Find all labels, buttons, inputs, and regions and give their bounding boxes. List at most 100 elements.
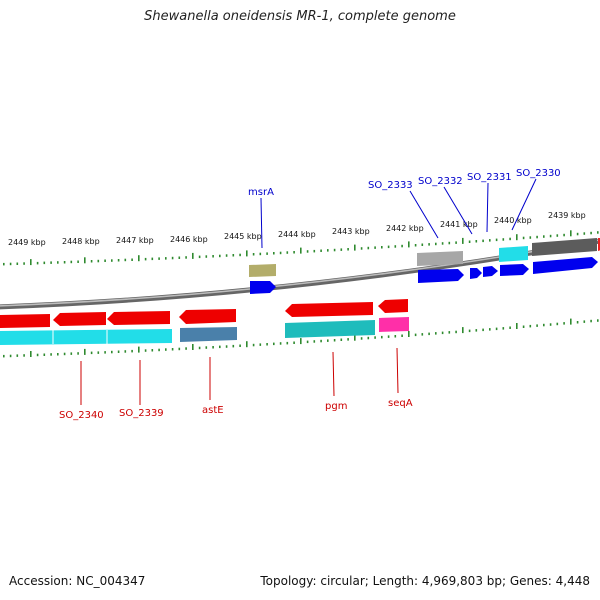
feature-teal[interactable]	[285, 320, 375, 338]
feature-SO_2339[interactable]	[107, 311, 170, 325]
feature-magenta[interactable]	[379, 317, 409, 332]
minor-tick	[360, 247, 363, 250]
feature-cyan[interactable]	[499, 246, 528, 262]
feature-SO_2340[interactable]	[53, 312, 106, 326]
minor-tick	[455, 241, 457, 244]
minor-tick	[252, 343, 255, 347]
gene-label-SO_2332[interactable]: SO_2332	[418, 176, 463, 187]
minor-tick	[367, 336, 370, 340]
scale-ticks-bottom	[3, 318, 599, 358]
gene-label-pgm[interactable]: pgm	[325, 401, 347, 412]
major-tick	[300, 247, 302, 254]
minor-tick	[171, 348, 174, 351]
minor-tick	[70, 352, 73, 355]
minor-tick	[50, 353, 52, 356]
minor-tick	[421, 333, 424, 336]
minor-tick	[70, 260, 73, 264]
minor-tick	[529, 236, 532, 239]
minor-tick	[468, 329, 471, 333]
minor-tick	[387, 245, 390, 249]
minor-tick	[225, 254, 228, 257]
minor-tick	[394, 335, 397, 338]
minor-tick	[239, 253, 241, 257]
major-tick	[246, 250, 248, 257]
minor-tick	[468, 240, 471, 243]
minor-tick	[441, 242, 444, 245]
reverse-features	[0, 299, 409, 345]
gene-label-astE[interactable]: astE	[202, 405, 224, 416]
forward-labels: msrA SO_2333 SO_2332 SO_2331 SO_2330	[248, 168, 561, 198]
scale-label: 2446 kbp	[170, 235, 208, 244]
scale-label: 2441 kbp	[440, 220, 478, 229]
minor-tick	[597, 319, 599, 322]
minor-tick	[178, 256, 181, 259]
feature-blue-long[interactable]	[533, 257, 598, 274]
minor-tick	[502, 327, 505, 330]
gene-label-msrA[interactable]: msrA	[248, 187, 274, 198]
gene-label-SO_2333[interactable]: SO_2333	[368, 180, 413, 191]
minor-tick	[590, 319, 592, 323]
minor-tick	[279, 342, 282, 345]
minor-tick	[273, 252, 275, 255]
gene-label-SO_2331[interactable]: SO_2331	[467, 172, 512, 183]
major-tick	[138, 255, 140, 262]
minor-tick	[455, 330, 457, 334]
minor-tick	[522, 236, 525, 240]
feature-seqA[interactable]	[378, 299, 408, 313]
minor-tick	[435, 242, 437, 246]
major-tick	[30, 259, 32, 266]
minor-tick	[111, 259, 113, 262]
gene-label-seqA[interactable]: seqA	[388, 398, 413, 409]
minor-tick	[482, 239, 484, 243]
feature-gray[interactable]	[417, 251, 463, 266]
minor-tick	[57, 261, 59, 264]
minor-tick	[36, 261, 39, 265]
minor-tick	[23, 262, 25, 265]
minor-tick	[320, 249, 322, 252]
minor-tick	[320, 339, 322, 343]
minor-tick	[90, 351, 93, 355]
feature-msrA[interactable]	[250, 281, 276, 294]
feature-cyan-strip[interactable]	[0, 329, 172, 345]
minor-tick	[43, 261, 46, 265]
feature-olive[interactable]	[249, 264, 276, 277]
reverse-labels: SO_2340 SO_2339 astE pgm seqA	[59, 398, 413, 421]
gene-label-SO_2339[interactable]: SO_2339	[119, 408, 164, 419]
minor-tick	[543, 235, 545, 238]
feature-red-edge-left[interactable]	[0, 314, 50, 328]
minor-tick	[124, 258, 127, 262]
minor-tick	[495, 238, 498, 242]
major-tick	[408, 241, 410, 248]
feature-SO_2330[interactable]	[500, 264, 529, 276]
minor-tick	[232, 254, 235, 257]
gene-label-SO_2340[interactable]: SO_2340	[59, 410, 104, 421]
minor-tick	[381, 335, 383, 339]
forward-features	[249, 238, 600, 294]
feature-SO_2333[interactable]	[418, 269, 464, 283]
minor-tick	[576, 321, 579, 324]
feature-pgm[interactable]	[285, 302, 373, 317]
leader-SO_2332	[443, 186, 473, 235]
minor-tick	[482, 328, 484, 332]
minor-tick	[381, 246, 383, 249]
scale-label: 2440 kbp	[494, 216, 532, 225]
feature-dark-gray[interactable]	[532, 238, 597, 256]
minor-tick	[475, 329, 478, 332]
minor-tick	[198, 346, 201, 350]
feature-SO_2331[interactable]	[483, 266, 498, 277]
leader-seqA	[396, 347, 399, 394]
minor-tick	[286, 251, 289, 254]
scale-labels: 2449 kbp 2448 kbp 2447 kbp 2446 kbp 2445…	[8, 211, 586, 247]
minor-tick	[583, 232, 586, 235]
leader-SO_2330	[511, 178, 537, 231]
minor-tick	[414, 244, 417, 247]
feature-steel[interactable]	[180, 327, 237, 342]
feature-SO_2332[interactable]	[470, 268, 482, 279]
feature-astE[interactable]	[179, 309, 236, 324]
minor-tick	[401, 244, 403, 248]
gene-label-SO_2330[interactable]: SO_2330	[516, 168, 561, 179]
minor-tick	[16, 262, 19, 265]
minor-tick	[374, 336, 376, 339]
minor-tick	[9, 262, 12, 266]
